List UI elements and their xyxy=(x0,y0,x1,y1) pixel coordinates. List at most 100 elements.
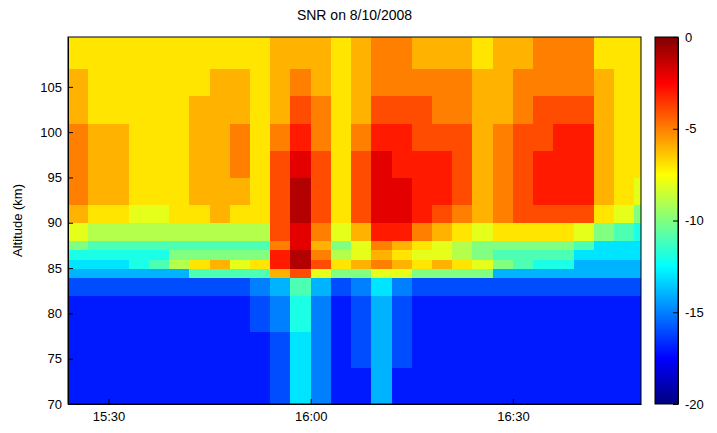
heatmap-cell xyxy=(634,205,641,224)
tick-label: 105 xyxy=(40,79,62,94)
heatmap-cell xyxy=(412,177,433,205)
heatmap-cell xyxy=(513,277,534,296)
heatmap-cell xyxy=(88,295,109,332)
heatmap-cell xyxy=(270,123,291,151)
heatmap-cell xyxy=(189,277,210,296)
heatmap-cell xyxy=(472,37,493,69)
heatmap-cell xyxy=(210,295,231,332)
heatmap-cell xyxy=(574,123,595,151)
heatmap-cell xyxy=(392,277,413,296)
heatmap-cell xyxy=(210,223,231,242)
heatmap-cell xyxy=(270,150,291,178)
y-axis: 707580859095100105 xyxy=(40,38,73,412)
heatmap-cell xyxy=(392,332,413,369)
heatmap-cell xyxy=(533,37,554,69)
heatmap-cell xyxy=(331,177,352,205)
heatmap-cell xyxy=(533,332,554,369)
heatmap-cell xyxy=(88,150,109,178)
heatmap-cell xyxy=(169,368,190,404)
heatmap-cell xyxy=(493,205,514,224)
heatmap-cell xyxy=(371,205,392,224)
tick-mark xyxy=(513,399,514,404)
heatmap-cell xyxy=(169,250,190,260)
heatmap-cell xyxy=(412,268,433,278)
heatmap-cell xyxy=(634,177,641,205)
heatmap-cell xyxy=(574,223,595,242)
tick: 105 xyxy=(40,79,73,94)
heatmap-cell xyxy=(513,150,534,178)
heatmap-cell xyxy=(169,37,190,69)
tick-label: 95 xyxy=(48,170,62,185)
heatmap-cell xyxy=(129,177,150,205)
heatmap-cell xyxy=(614,241,635,251)
x-axis: 15:3016:0016:30 xyxy=(69,399,642,424)
heatmap-cell xyxy=(614,205,635,224)
tick: 85 xyxy=(48,261,73,276)
tick: 16:00 xyxy=(295,399,328,424)
heatmap-cell xyxy=(493,250,514,260)
heatmap-cell xyxy=(594,268,615,278)
heatmap-cell xyxy=(634,96,641,124)
heatmap-cell xyxy=(88,277,109,296)
heatmap-cell xyxy=(270,241,291,251)
heatmap-cell xyxy=(493,259,514,269)
heatmap-cell xyxy=(533,69,554,97)
heatmap-cell xyxy=(250,295,271,332)
heatmap-cell xyxy=(472,277,493,296)
heatmap-cell xyxy=(432,150,453,178)
heatmap-cell xyxy=(452,368,473,404)
heatmap-cell xyxy=(533,259,554,269)
heatmap-cell xyxy=(594,259,615,269)
heatmap-cell xyxy=(351,259,372,269)
tick: 16:30 xyxy=(497,399,530,424)
heatmap-cell xyxy=(412,295,433,332)
heatmap-cell xyxy=(270,250,291,260)
heatmap-cell xyxy=(189,123,210,151)
tick-label: 100 xyxy=(40,125,62,140)
heatmap-cell xyxy=(371,241,392,251)
tick-mark xyxy=(68,404,73,405)
heatmap-cell xyxy=(149,123,170,151)
heatmap-cell xyxy=(270,69,291,97)
heatmap-cell xyxy=(68,368,89,404)
heatmap-cell xyxy=(108,205,129,224)
heatmap-cell xyxy=(614,250,635,260)
heatmap-cell xyxy=(68,250,89,260)
heatmap-cell xyxy=(371,250,392,260)
heatmap-cell xyxy=(553,37,574,69)
heatmap-cell xyxy=(614,123,635,151)
heatmap-cell xyxy=(311,150,332,178)
heatmap-cell xyxy=(270,277,291,296)
heatmap-cell xyxy=(129,277,150,296)
heatmap-cell xyxy=(614,259,635,269)
heatmap-cell xyxy=(351,268,372,278)
heatmap-cell xyxy=(614,277,635,296)
heatmap-cell xyxy=(614,268,635,278)
heatmap-cell xyxy=(452,223,473,242)
heatmap-cell xyxy=(210,241,231,251)
heatmap-cell xyxy=(493,123,514,151)
heatmap-cell xyxy=(533,96,554,124)
tick: 100 xyxy=(40,125,73,140)
heatmap-cell xyxy=(230,295,251,332)
heatmap-cell xyxy=(230,259,251,269)
heatmap-cell xyxy=(290,123,311,151)
heatmap-cell xyxy=(513,37,534,69)
heatmap-cell xyxy=(594,241,615,251)
heatmap-cell xyxy=(574,150,595,178)
heatmap-cell xyxy=(412,332,433,369)
heatmap-cell xyxy=(149,177,170,205)
heatmap-cell xyxy=(634,223,641,242)
heatmap-cell xyxy=(493,295,514,332)
heatmap-cell xyxy=(311,223,332,242)
heatmap-cell xyxy=(88,69,109,97)
heatmap-cell xyxy=(331,277,352,296)
heatmap-cell xyxy=(331,332,352,369)
heatmap-cell xyxy=(452,332,473,369)
axis-line xyxy=(68,38,69,405)
heatmap-cell xyxy=(108,259,129,269)
heatmap-cell xyxy=(432,295,453,332)
heatmap-cell xyxy=(553,332,574,369)
heatmap-cell xyxy=(68,96,89,124)
heatmap-cell xyxy=(513,295,534,332)
